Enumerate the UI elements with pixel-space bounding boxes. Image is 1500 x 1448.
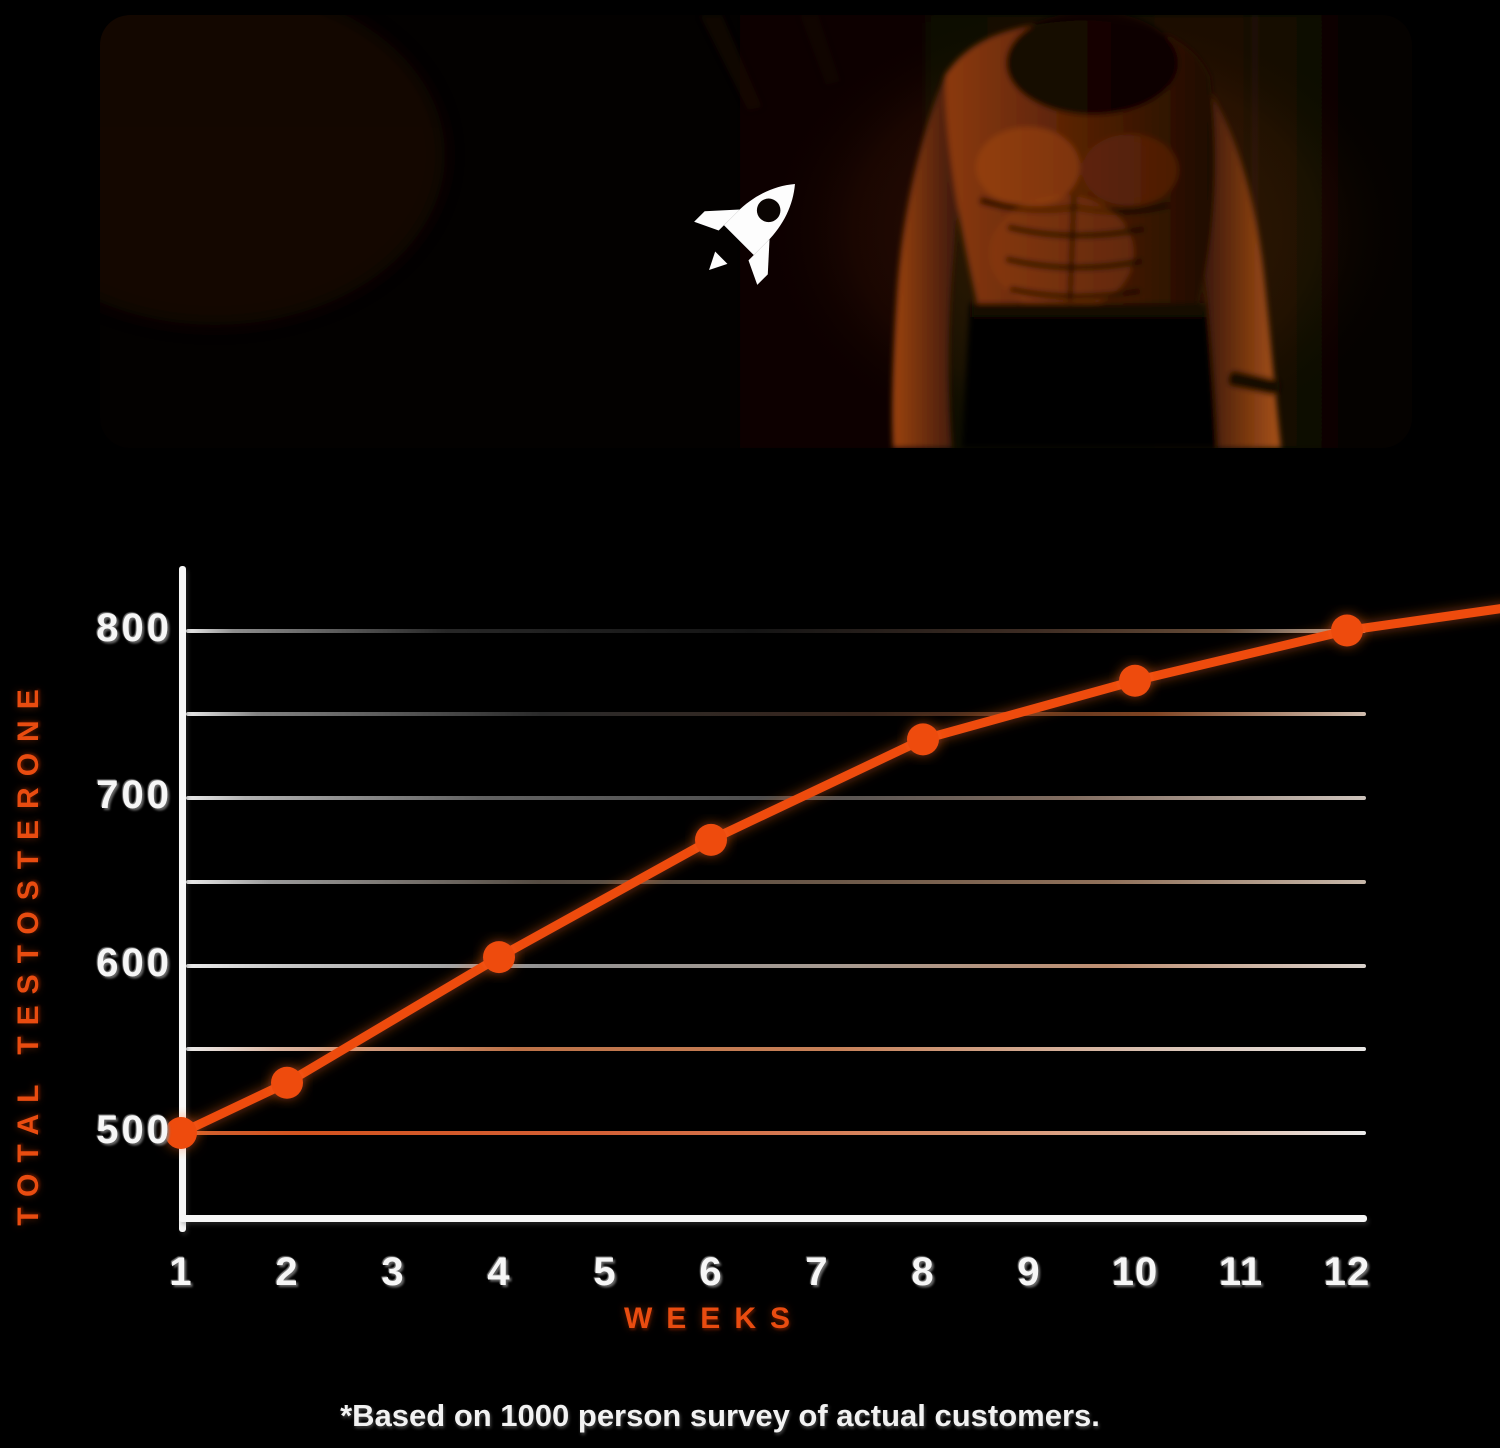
x-axis-line [179, 1215, 1367, 1222]
data-point-week-6 [695, 823, 727, 856]
rafter [700, 15, 762, 110]
survey-caption: *Based on 1000 person survey of actual c… [340, 1398, 1100, 1433]
rocket-window [756, 198, 781, 223]
x-tick-9: 9 [1017, 1250, 1041, 1294]
data-point-week-2 [271, 1066, 303, 1099]
y-axis-line [179, 566, 186, 1232]
watch [1228, 370, 1280, 396]
rocket-fin-left [694, 209, 740, 231]
torso-silhouette [892, 15, 1281, 448]
ab-crease [1009, 286, 1141, 300]
gridline-750 [186, 712, 1366, 717]
data-line [176, 604, 1500, 1138]
x-tick-3: 3 [381, 1250, 405, 1294]
x-tick-12: 12 [1323, 1250, 1371, 1294]
rocket-icon [694, 184, 795, 285]
gridline-600 [186, 963, 1366, 968]
ab-centerline [1067, 194, 1077, 302]
x-tick-5: 5 [593, 1250, 617, 1294]
x-tick-8: 8 [911, 1250, 935, 1294]
chin-shadow [1006, 15, 1178, 115]
gridline-500 [186, 1131, 1366, 1135]
x-tick-7: 7 [805, 1250, 829, 1294]
rocket-fin-right [748, 239, 770, 285]
y-tick-500: 500 [96, 1108, 172, 1152]
x-axis-title: WEEKS [623, 1302, 804, 1335]
left-arm [892, 73, 968, 448]
pec-shade [1082, 134, 1178, 206]
x-tick-2: 2 [275, 1250, 299, 1294]
y-tick-700: 700 [96, 773, 172, 817]
y-tick-800: 800 [96, 605, 172, 650]
data-point-week-10 [1119, 664, 1151, 697]
gridline-650 [186, 879, 1366, 884]
rafter [800, 15, 840, 85]
rocket-flame [709, 251, 728, 270]
x-tick-4: 4 [487, 1250, 511, 1294]
pants [962, 303, 1216, 448]
hero-image [100, 15, 1412, 448]
x-tick-1: 1 [169, 1250, 193, 1294]
x-tick-11: 11 [1218, 1250, 1264, 1294]
y-tick-600: 600 [96, 940, 172, 985]
gridline-700 [186, 796, 1366, 800]
hero-left-glow [100, 15, 445, 325]
rocket-body [723, 184, 795, 256]
gridline-800 [186, 628, 1366, 633]
x-tick-6: 6 [699, 1250, 723, 1294]
data-point-week-8 [907, 723, 939, 756]
x-tick-10: 10 [1111, 1250, 1159, 1294]
pec-highlight [976, 127, 1080, 207]
waistband [972, 303, 1204, 317]
abs-highlight [990, 195, 1134, 311]
data-point-week-4 [483, 941, 515, 974]
gridline-550 [186, 1047, 1366, 1052]
